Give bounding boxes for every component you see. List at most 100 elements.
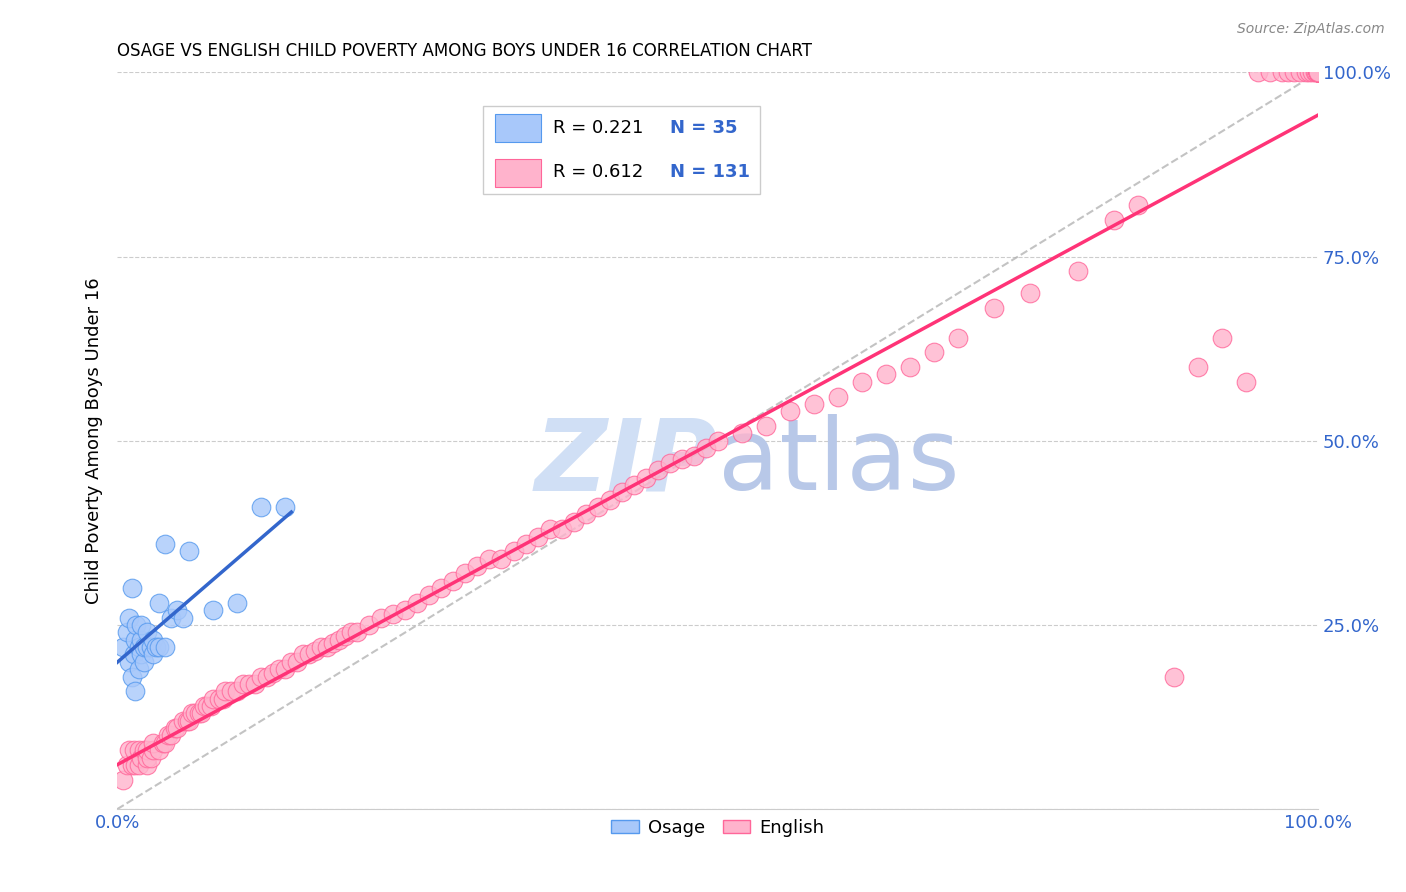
Point xyxy=(346,625,368,640)
Point xyxy=(274,662,297,676)
Point xyxy=(124,758,146,772)
Point xyxy=(136,743,159,757)
Point xyxy=(1308,65,1330,79)
Point xyxy=(610,485,633,500)
Point xyxy=(502,544,524,558)
Point xyxy=(139,640,162,654)
Point xyxy=(467,559,489,574)
Text: R = 0.221: R = 0.221 xyxy=(553,119,644,136)
Point xyxy=(155,736,177,750)
Point xyxy=(112,640,135,654)
Point xyxy=(118,655,141,669)
Point xyxy=(202,603,225,617)
Point xyxy=(142,648,165,662)
Point xyxy=(136,750,159,764)
Point xyxy=(1308,65,1330,79)
Point xyxy=(526,530,548,544)
Point xyxy=(280,655,302,669)
Point xyxy=(208,691,231,706)
Point xyxy=(370,610,392,624)
Point xyxy=(1187,360,1209,375)
Point xyxy=(454,566,477,581)
Point xyxy=(328,632,350,647)
Point xyxy=(382,607,405,621)
Point xyxy=(1308,65,1330,79)
Point xyxy=(1295,65,1317,79)
Point xyxy=(250,669,273,683)
Point xyxy=(983,301,1005,315)
Point xyxy=(1234,375,1257,389)
Point xyxy=(1308,65,1330,79)
Point xyxy=(515,537,537,551)
Point xyxy=(128,662,150,676)
Point xyxy=(298,648,321,662)
Point xyxy=(193,698,215,713)
Point xyxy=(1298,65,1320,79)
Point xyxy=(128,640,150,654)
FancyBboxPatch shape xyxy=(495,159,541,186)
Point xyxy=(1282,65,1305,79)
Point xyxy=(875,368,897,382)
Point xyxy=(1247,65,1270,79)
Point xyxy=(115,625,138,640)
FancyBboxPatch shape xyxy=(495,114,541,143)
Point xyxy=(129,632,152,647)
Point xyxy=(195,698,218,713)
Point xyxy=(658,456,681,470)
Point xyxy=(1308,65,1330,79)
Point xyxy=(335,629,357,643)
Point xyxy=(1308,65,1330,79)
Point xyxy=(112,772,135,787)
Point xyxy=(1277,65,1299,79)
Point xyxy=(180,706,202,721)
Point xyxy=(128,758,150,772)
Text: ZIP: ZIP xyxy=(534,415,717,511)
Point xyxy=(142,736,165,750)
Point xyxy=(136,640,159,654)
Point xyxy=(122,648,145,662)
Point xyxy=(922,345,945,359)
Text: N = 131: N = 131 xyxy=(669,163,749,181)
Point xyxy=(187,706,209,721)
Point xyxy=(851,375,873,389)
Point xyxy=(172,714,194,728)
Point xyxy=(124,632,146,647)
Point xyxy=(132,743,155,757)
Point xyxy=(731,426,754,441)
Point xyxy=(1271,65,1294,79)
Point xyxy=(214,684,236,698)
Point xyxy=(245,677,267,691)
Point xyxy=(136,625,159,640)
Point xyxy=(238,677,260,691)
Point xyxy=(478,551,501,566)
Point xyxy=(827,390,849,404)
Point xyxy=(316,640,339,654)
Point xyxy=(322,636,344,650)
Point xyxy=(200,698,222,713)
Point xyxy=(586,500,609,514)
Point xyxy=(142,743,165,757)
Point xyxy=(406,596,429,610)
Point xyxy=(562,515,585,529)
Point xyxy=(1308,65,1330,79)
Point xyxy=(1163,669,1185,683)
Point xyxy=(152,736,174,750)
Point xyxy=(359,618,381,632)
Point xyxy=(430,581,453,595)
Point xyxy=(623,478,645,492)
Point xyxy=(1301,65,1323,79)
Point xyxy=(212,691,235,706)
Point xyxy=(121,758,143,772)
Text: atlas: atlas xyxy=(717,415,959,511)
Point xyxy=(148,743,170,757)
Point xyxy=(274,500,297,514)
Point xyxy=(142,632,165,647)
Point xyxy=(1289,65,1312,79)
Point xyxy=(148,596,170,610)
Point xyxy=(946,331,969,345)
Point xyxy=(226,596,249,610)
Point xyxy=(166,603,188,617)
Point xyxy=(202,691,225,706)
Point xyxy=(269,662,291,676)
Point xyxy=(779,404,801,418)
